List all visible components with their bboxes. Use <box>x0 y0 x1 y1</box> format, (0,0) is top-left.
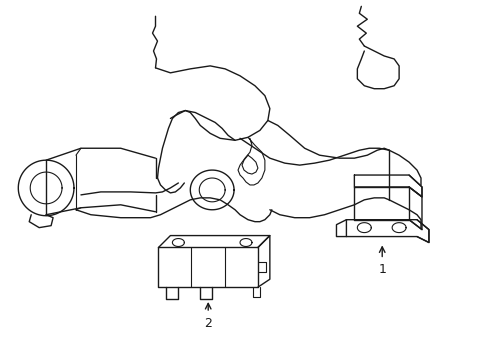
Text: 1: 1 <box>378 264 386 276</box>
Text: 2: 2 <box>204 317 212 330</box>
